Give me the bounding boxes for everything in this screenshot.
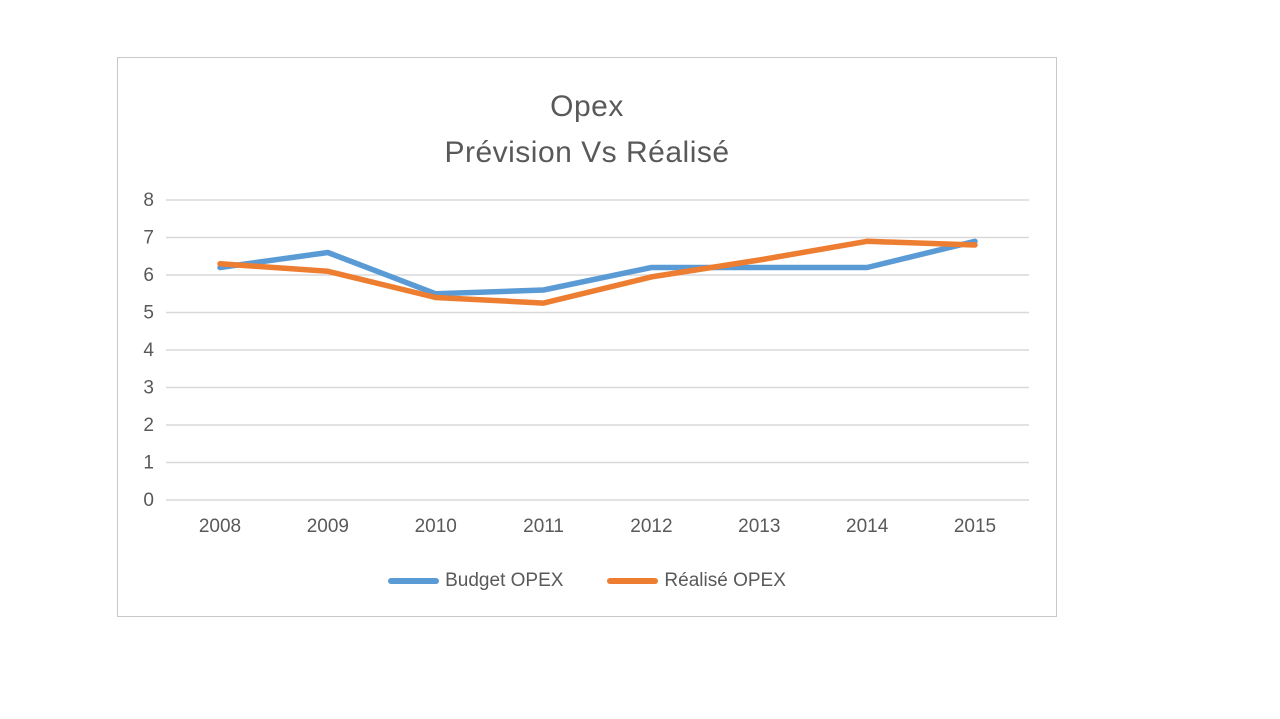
x-axis-tick-label-2013: 2013 (738, 516, 780, 537)
legend-item-budget-opex: Budget OPEX (388, 570, 563, 592)
y-axis-tick-label-1: 1 (143, 453, 154, 474)
y-axis-tick-label-2: 2 (143, 415, 154, 436)
x-axis-tick-label-2010: 2010 (415, 516, 457, 537)
x-axis-tick-label-2014: 2014 (846, 516, 889, 537)
legend-swatch-budget-opex (388, 578, 440, 584)
chart-frame[interactable]: 0 1 2 3 4 5 6 7 8 2008 2009 2010 2011 2012 2013 2014 201… (117, 57, 1057, 617)
legend-swatch-realise-opex (607, 578, 659, 584)
y-axis-tick-label-4: 4 (143, 340, 154, 361)
chart-title-line-1: Opex (550, 90, 624, 123)
y-axis-tick-label-0: 0 (143, 490, 154, 511)
legend-label-realise-opex: Réalisé OPEX (664, 570, 786, 591)
chart-title-line-2: Prévision Vs Réalisé (444, 136, 730, 169)
x-axis-tick-label-2011: 2011 (523, 516, 564, 537)
x-axis-tick-label-2015: 2015 (954, 516, 996, 537)
legend-item-realise-opex: Réalisé OPEX (607, 570, 786, 592)
x-axis-tick-label-2008: 2008 (199, 516, 241, 537)
series-line-budget-opex (217, 238, 978, 297)
x-axis-tick-label-2012: 2012 (630, 516, 672, 537)
y-axis-tick-label-6: 6 (143, 265, 154, 286)
legend-label-budget-opex: Budget OPEX (445, 570, 564, 591)
line-chart-plot-area: 0 1 2 3 4 5 6 7 8 2008 2009 2010 2011 2012 2013 2014 201… (143, 190, 1029, 537)
x-axis-tick-label-2009: 2009 (307, 516, 349, 537)
y-axis-tick-label-5: 5 (143, 303, 154, 324)
chart-title: Opex Prévision Vs Réalisé (118, 84, 1056, 176)
y-axis-tick-label-7: 7 (143, 228, 154, 249)
chart-legend: Budget OPEX Réalisé OPEX (118, 570, 1056, 592)
y-axis-tick-label-3: 3 (143, 378, 154, 399)
y-axis-tick-label-8: 8 (143, 190, 154, 211)
series-line-r-alis-opex (217, 238, 978, 306)
